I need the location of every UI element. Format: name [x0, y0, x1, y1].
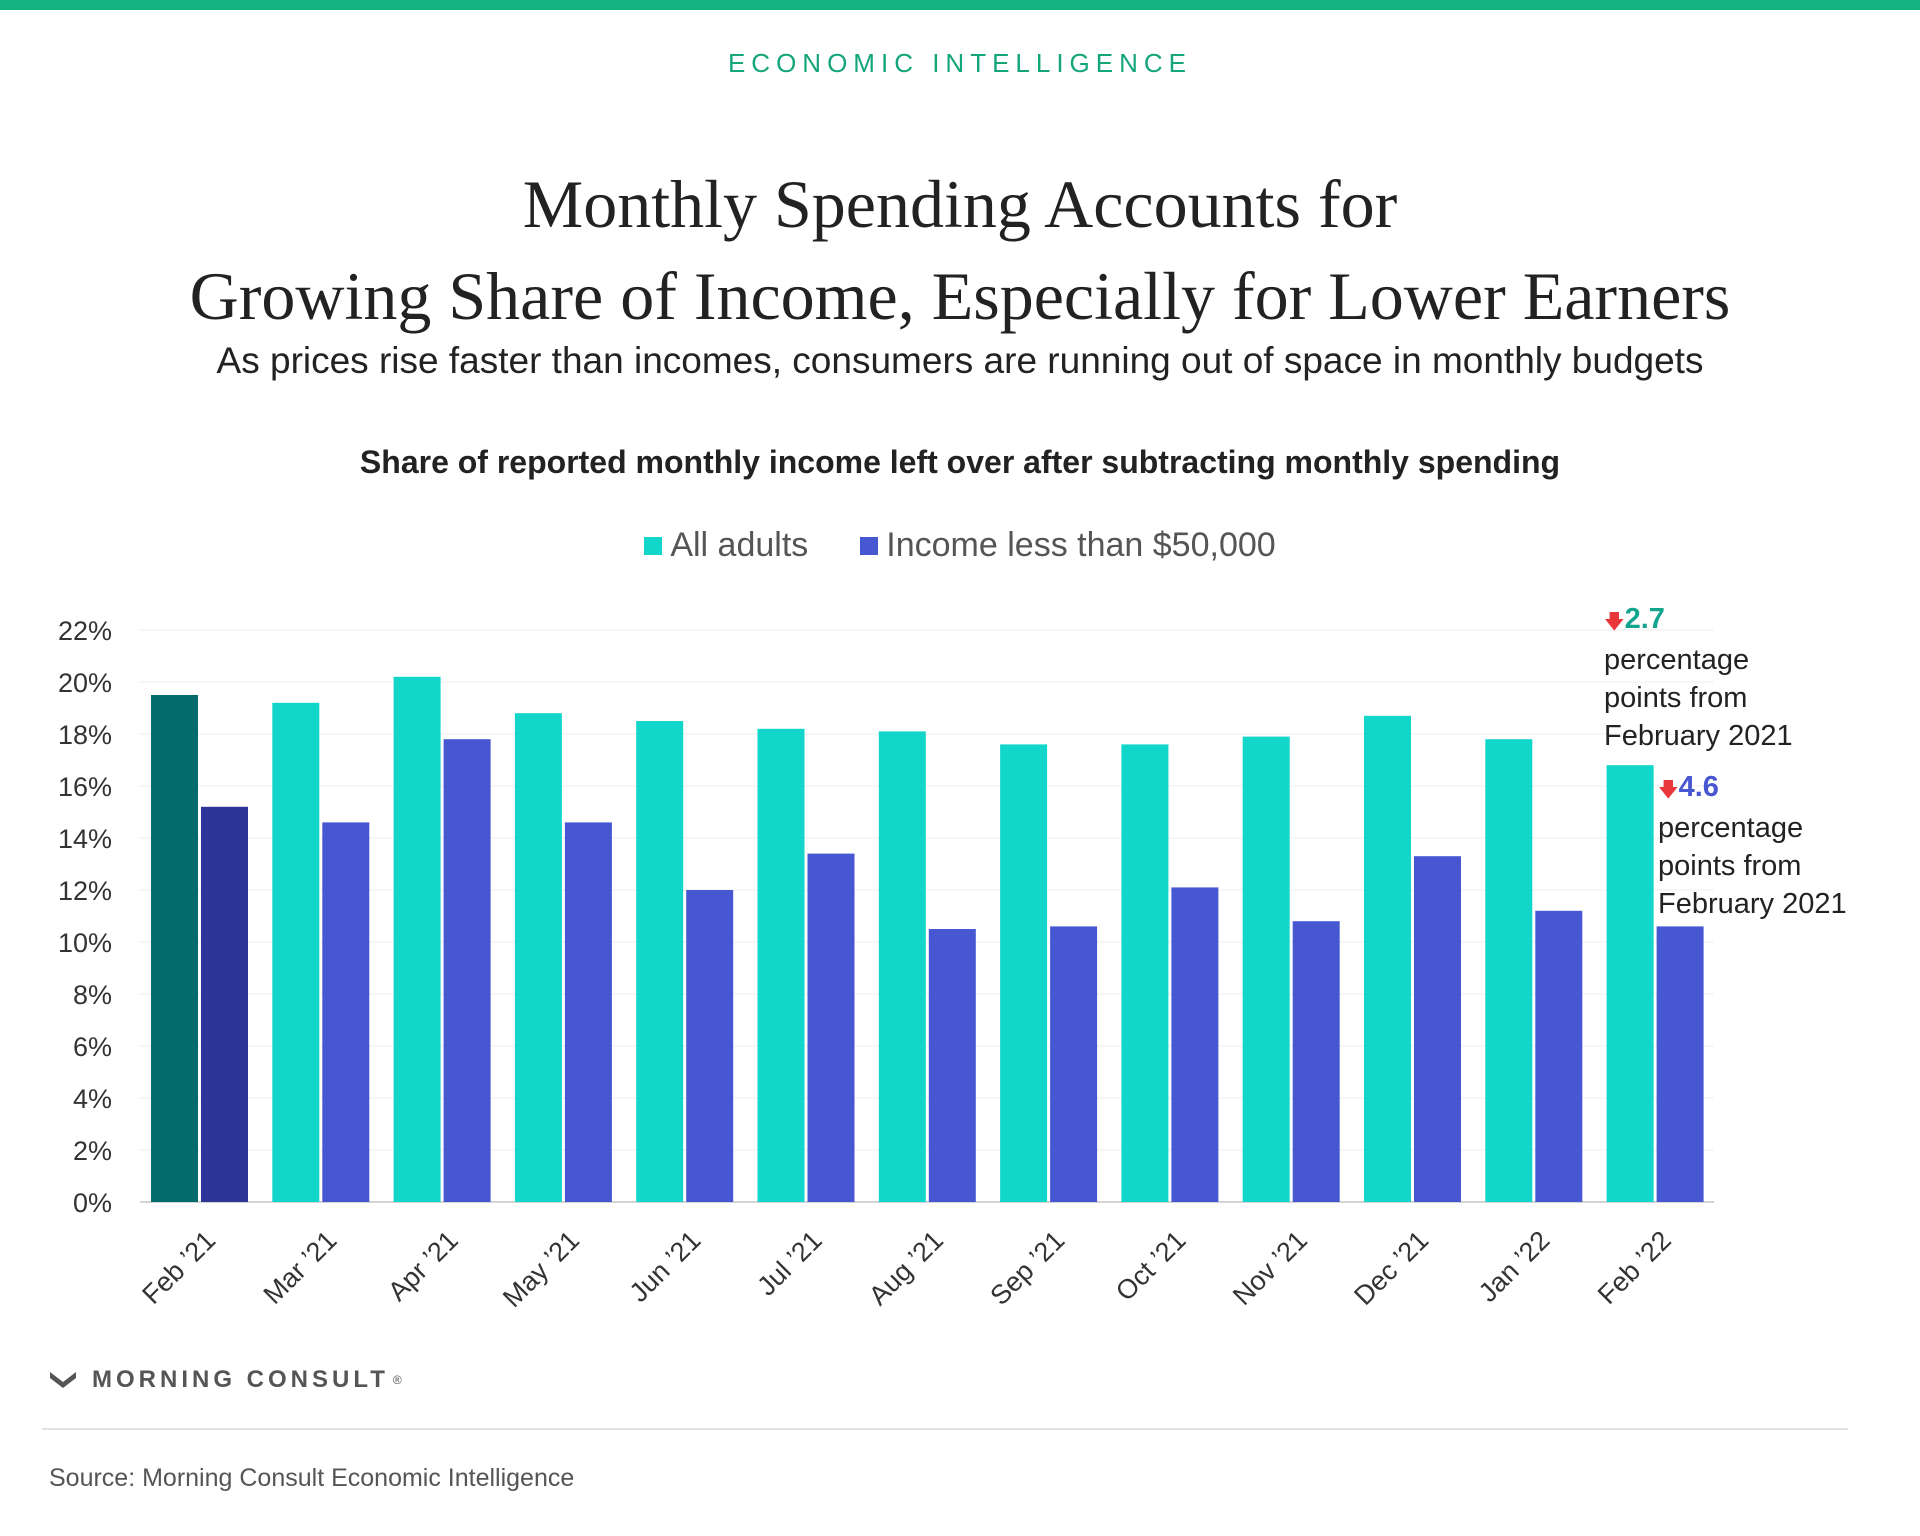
y-tick-label: 12% [58, 876, 112, 906]
bar-income [686, 890, 734, 1202]
section-kicker: ECONOMIC INTELLIGENCE [727, 48, 1193, 78]
bar-all-adults [1364, 715, 1411, 1202]
logo-text: MORNING CONSULT [92, 1366, 389, 1393]
legend-swatch-income [860, 536, 879, 555]
bar-all-adults [393, 676, 441, 1202]
bar-income [1171, 887, 1219, 1202]
morning-consult-logo: MORNING CONSULT ® [48, 1366, 402, 1394]
bar-all-adults [636, 721, 684, 1202]
registered-mark: ® [392, 1373, 402, 1387]
y-tick-label: 14% [58, 824, 112, 854]
annotation-all-adults-line1: percentage [1604, 644, 1750, 676]
chart-legend: All adults Income less than $50,000 [0, 526, 1920, 565]
y-tick-label: 4% [73, 1084, 112, 1114]
y-tick-label: 22% [58, 616, 112, 646]
bar-all-adults [878, 731, 926, 1202]
y-tick-label: 16% [58, 772, 112, 802]
y-tick-label: 2% [73, 1136, 112, 1166]
x-tick-label: May ’21 [497, 1225, 585, 1313]
bar-all-adults [1242, 736, 1290, 1202]
annotation-income-line2: points from [1658, 850, 1802, 882]
bar-income [564, 822, 612, 1202]
bar-all-adults [514, 713, 562, 1202]
y-tick-label: 10% [58, 928, 112, 958]
arrow-down-icon: 🡇 [1604, 611, 1625, 633]
legend-label-all-adults: All adults [670, 526, 809, 564]
bar-all-adults [1000, 744, 1048, 1202]
bar-income [1292, 921, 1340, 1202]
x-tick-label: Oct ’21 [1110, 1225, 1192, 1307]
y-tick-label: 0% [73, 1188, 112, 1218]
x-tick-label: Feb ’21 [136, 1225, 221, 1310]
bar-all-adults [272, 702, 320, 1202]
annotation-all-adults-value: 2.7 [1624, 603, 1665, 635]
morning-consult-logo-icon [50, 1372, 76, 1388]
arrow-down-icon: 🡇 [1658, 779, 1679, 801]
bar-income [322, 822, 370, 1202]
bar-all-adults [1606, 765, 1654, 1202]
bar-income [1050, 926, 1098, 1202]
brand-top-bar [0, 0, 1920, 10]
bar-income [807, 853, 855, 1202]
annotation-all-adults-line3: February 2021 [1604, 720, 1793, 752]
bar-all-adults [151, 695, 198, 1202]
x-tick-label: Mar ’21 [258, 1225, 343, 1310]
x-tick-label: Nov ’21 [1227, 1225, 1313, 1311]
annotation-income: 🡇4.6 percentage points from February 202… [1658, 768, 1847, 923]
x-tick-label: Jul ’21 [751, 1225, 827, 1301]
annotation-income-value: 4.6 [1678, 771, 1719, 803]
bar-income [443, 739, 491, 1202]
source-note: Source: Morning Consult Economic Intelli… [49, 1464, 575, 1492]
title-line-1: Monthly Spending Accounts for [522, 166, 1398, 242]
x-tick-label: Jan ’22 [1473, 1225, 1556, 1308]
x-tick-label: Aug ’21 [863, 1225, 949, 1311]
page-subtitle: As prices rise faster than incomes, cons… [216, 340, 1704, 381]
bar-income [1656, 926, 1704, 1202]
legend-item-income: Income less than $50,000 [860, 526, 1276, 565]
x-tick-label: Jun ’21 [624, 1225, 707, 1308]
y-tick-label: 20% [58, 668, 112, 698]
legend-item-all-adults: All adults [644, 526, 808, 565]
annotation-all-adults-line2: points from [1604, 682, 1748, 714]
title-line-2: Growing Share of Income, Especially for … [189, 258, 1731, 334]
bar-income [201, 806, 248, 1202]
legend-label-income: Income less than $50,000 [886, 526, 1276, 564]
chart-title: Share of reported monthly income left ov… [359, 444, 1561, 480]
x-tick-label: Dec ’21 [1348, 1225, 1434, 1311]
annotation-income-line3: February 2021 [1658, 888, 1847, 920]
bar-all-adults [1121, 744, 1169, 1202]
annotation-income-line1: percentage [1658, 812, 1804, 844]
bar-all-adults [1485, 739, 1533, 1202]
y-tick-label: 6% [73, 1032, 112, 1062]
bar-income [928, 929, 976, 1202]
x-tick-label: Feb ’22 [1592, 1225, 1677, 1310]
annotation-all-adults: 🡇2.7 percentage points from February 202… [1604, 600, 1793, 755]
y-tick-label: 8% [73, 980, 112, 1010]
legend-swatch-all-adults [644, 536, 663, 555]
bar-income [1535, 910, 1583, 1202]
y-tick-label: 18% [58, 720, 112, 750]
bar-income [1414, 856, 1461, 1202]
bar-chart: 0% 2% 4% 6% 8% 10% 12% 14% 16% 18% 20% 22% Feb ’21 Ma… [58, 616, 1714, 1313]
bar-all-adults [757, 728, 805, 1202]
x-tick-label: Sep ’21 [984, 1225, 1070, 1311]
footer-divider [42, 1428, 1848, 1430]
page-title: Monthly Spending Accounts for Growing Sh… [0, 158, 1920, 342]
x-tick-label: Apr ’21 [382, 1225, 464, 1307]
